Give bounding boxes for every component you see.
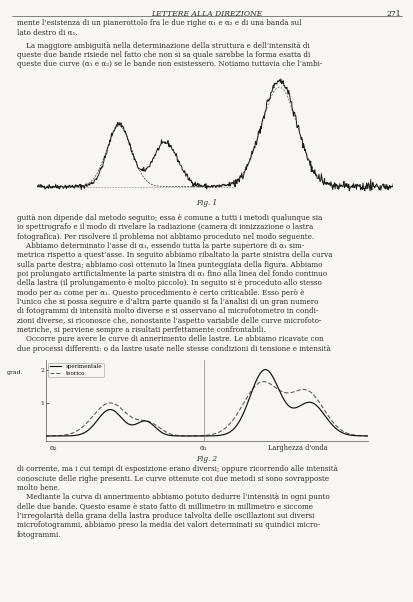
Text: di corrente, ma i cui tempi di esposizione erano diversi; oppure ricorrendo alle: di corrente, ma i cui tempi di esposizio… [17,465,337,473]
Text: fotogrammi.: fotogrammi. [17,531,61,539]
Text: io spettrografo e il modo di rivelare la radiazione (camera di ionizzazione o la: io spettrografo e il modo di rivelare la… [17,223,312,231]
Text: di fotogrammi di intensità molto diverse e si osservano al microfotometro in con: di fotogrammi di intensità molto diverse… [17,308,317,315]
Text: microfotogrammi, abbiamo preso la media dei valori determinati su quindici micro: microfotogrammi, abbiamo preso la media … [17,521,319,529]
Text: zioni diverse, si riconosce che, nonostante l’aspetto variabile delle curve micr: zioni diverse, si riconosce che, nonosta… [17,317,320,324]
Text: Fig. 1: Fig. 1 [196,199,217,207]
Text: La maggiore ambiguità nella determinazione della struttura e dell’intensità di: La maggiore ambiguità nella determinazio… [17,42,309,49]
Text: α₁: α₁ [199,444,207,452]
Text: metriche, si perviene sempre a risultati perfettamente confrontabili.: metriche, si perviene sempre a risultati… [17,326,265,334]
Legend: sperimentale, teorico: sperimentale, teorico [48,363,104,377]
Text: LETTERE ALLA DIREZIONE: LETTERE ALLA DIREZIONE [151,10,262,17]
Text: della lastra (il prolungamento è molto piccolo). In seguito si è proceduto allo : della lastra (il prolungamento è molto p… [17,279,320,287]
Text: metrica rispetto a quest’asse. In seguito abbiamo ribaltato la parte sinistra de: metrica rispetto a quest’asse. In seguit… [17,252,331,259]
Text: molto bene.: molto bene. [17,484,59,492]
Text: l’unico che si possa seguire e d’altra parte quando si fa l’analisi di un gran n: l’unico che si possa seguire e d’altra p… [17,298,317,306]
Text: Larghezza d'onda: Larghezza d'onda [267,444,326,452]
Text: modo per α₂ come per α₁. Questo procedimento è certo criticabile. Esso però è: modo per α₂ come per α₁. Questo procedim… [17,289,303,297]
Text: conosciute delle righe presenti. Le curve ottenute coi due metodi si sono sovrap: conosciute delle righe presenti. Le curv… [17,475,328,483]
Text: poi prolungato artificialmente la parte sinistra di α₁ fino alla linea del fondo: poi prolungato artificialmente la parte … [17,270,326,278]
Text: lato destro di α₁.: lato destro di α₁. [17,28,77,37]
Text: grad.: grad. [6,370,23,374]
Text: Occorre pure avere le curve di annerimento delle lastre. Le abbiamo ricavate con: Occorre pure avere le curve di annerimen… [17,335,323,343]
Text: Mediante la curva di annerimento abbiamo potuto dedurre l’intensità in ogni punt: Mediante la curva di annerimento abbiamo… [17,494,328,501]
Text: α₂: α₂ [50,444,57,452]
Text: 271: 271 [386,10,401,17]
Text: fotografica). Per risolvere il problema noi abbiamo proceduto nel modo seguente.: fotografica). Per risolvere il problema … [17,233,313,241]
Text: Abbiamo determinato l’asse di α₁, essendo tutta la parte superiore di α₁ sim-: Abbiamo determinato l’asse di α₁, essend… [17,242,303,250]
Text: sulla parte destra; abbiamo così ottenuto la linea punteggiata della figura. Abb: sulla parte destra; abbiamo così ottenut… [17,261,321,268]
Text: guità non dipende dal metodo seguito; essa è comune a tutti i metodi qualunque s: guità non dipende dal metodo seguito; es… [17,214,321,222]
Text: mente l’esistenza di un pianerottolo fra le due righe α₁ e α₂ e di una banda sul: mente l’esistenza di un pianerottolo fra… [17,19,300,27]
Text: l’irregolarità della grana della lastra produce talvolta delle oscillazioni sui : l’irregolarità della grana della lastra … [17,512,313,520]
Text: delle due bande. Questo esame è stato fatto di millimetro in millimetro e siccom: delle due bande. Questo esame è stato fa… [17,503,312,510]
Text: queste due curve (α₁ e α₂) se le bande non esistessero. Notiamo tuttavia che l’a: queste due curve (α₁ e α₂) se le bande n… [17,60,321,68]
Text: Fig. 2: Fig. 2 [196,455,217,462]
Text: due processi differenti: o da lastre usate nelle stesse condizioni di tensione e: due processi differenti: o da lastre usa… [17,345,330,353]
Text: queste due bande risiede nel fatto che non si sa quale sarebbe la forma esatta d: queste due bande risiede nel fatto che n… [17,51,309,59]
